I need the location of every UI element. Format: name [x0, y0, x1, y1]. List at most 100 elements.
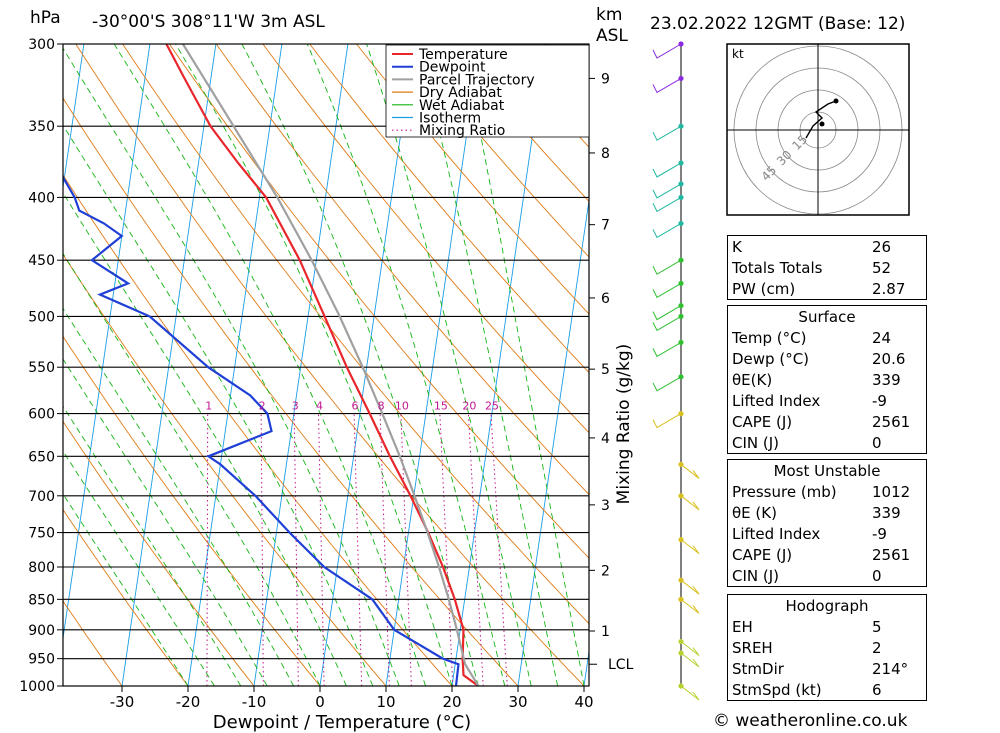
wind-barb	[652, 282, 682, 299]
wind-barb	[652, 259, 682, 275]
temperature-tick-label: -20	[176, 693, 201, 711]
pressure-tick-label: 700	[28, 489, 55, 505]
mixing-ratio-label: 1	[205, 400, 212, 413]
wet-adiabat-line	[63, 47, 400, 686]
wind-barb	[652, 125, 682, 141]
wind-barb	[680, 464, 700, 479]
pressure-tick-label: 300	[28, 37, 55, 53]
surface-row: CAPE (J) 2561	[732, 412, 911, 431]
wind-level-dot	[678, 220, 684, 227]
legend-label: Dewpoint	[419, 60, 486, 76]
wind-barb	[680, 641, 700, 656]
height-tick-label: 2	[601, 563, 610, 579]
temperature-line	[165, 44, 480, 686]
credit-link[interactable]: © weatheronline.co.uk	[713, 711, 908, 731]
datetime-title: 23.02.2022 12GMT (Base: 12)	[650, 14, 905, 34]
mixing-ratio-line	[467, 413, 484, 686]
mixing-ratio-line	[293, 413, 299, 686]
height-tick-label: 3	[601, 498, 610, 514]
mixing-ratio-line	[379, 413, 390, 686]
height-tick-label: 8	[601, 146, 610, 162]
isotherm-line	[253, 44, 349, 686]
most-unstable-table: Most Unstable Pressure (mb) 1012 θE (K) 33…	[727, 459, 927, 587]
dry-adiabat-line	[63, 508, 189, 686]
wet-adiabat-line	[306, 44, 506, 686]
mixing-ratio-label: 15	[434, 400, 448, 413]
location-title: -30°00'S 308°11'W 3m ASL	[92, 12, 325, 32]
surface-title: Surface	[727, 305, 927, 327]
wind-barb	[652, 315, 682, 332]
height-tick-label: 6	[601, 291, 610, 307]
dry-adiabat-line	[63, 174, 453, 686]
background-grid	[0, 44, 589, 686]
wind-barb	[652, 183, 682, 199]
wet-adiabat-line	[175, 44, 453, 686]
isotherm-line	[0, 44, 18, 686]
dry-adiabat-line	[63, 600, 123, 686]
temperature-tick-label: 20	[442, 693, 461, 711]
mixing-ratio-line	[400, 413, 412, 686]
hodo-row: StmDir 214°	[732, 659, 909, 678]
asl-label: ASL	[596, 26, 628, 46]
height-tick-label: 4	[601, 431, 610, 447]
pressure-tick-label: 400	[28, 190, 55, 206]
mu-row: CIN (J) 0	[732, 566, 882, 585]
temperature-tick-label: 0	[315, 693, 325, 711]
mixing-ratio-label: 8	[378, 400, 385, 413]
wind-barb	[652, 341, 682, 358]
wind-barb	[652, 196, 682, 213]
dry-adiabat-line	[356, 44, 589, 315]
height-tick-label: 1	[601, 624, 610, 640]
plot-frame	[62, 43, 590, 687]
parcel-trajectory-line	[181, 44, 480, 686]
hodograph-params-table: Hodograph EH 5 SREH 2 StmDir 214° StmSpd (k…	[727, 594, 927, 701]
height-tick-label: 7	[601, 218, 610, 234]
hodo-row: SREH 2	[732, 638, 882, 657]
wind-barb	[652, 77, 682, 94]
wind-barb	[652, 413, 682, 429]
mixing-ratio-line	[206, 413, 209, 686]
wind-level-dot	[678, 160, 684, 166]
hodograph-end-marker	[833, 98, 839, 104]
mixing-ratio-label: 10	[395, 400, 409, 413]
wet-adiabat-line	[241, 44, 479, 686]
mixing-ratio-line	[439, 413, 454, 686]
mixing-ratio-label: 3	[292, 400, 299, 413]
km-label: km	[596, 5, 622, 25]
mixing-ratio-line	[353, 413, 363, 686]
wind-barb	[680, 579, 700, 595]
wet-adiabat-line	[462, 44, 585, 686]
wet-adiabat-line	[113, 44, 427, 686]
legend-label: Dry Adiabat	[419, 85, 502, 101]
surface-row: CIN (J) 0	[732, 433, 882, 452]
pressure-tick-label: 350	[28, 119, 55, 135]
dry-adiabat-line	[75, 44, 585, 686]
legend-box	[385, 44, 590, 138]
isotherm-line	[121, 44, 217, 686]
isotherm-line	[63, 44, 151, 642]
indices-table: K 26 Totals Totals 52 PW (cm) 2.87	[727, 235, 927, 300]
isotherm-line	[63, 44, 85, 191]
mixing-ratio-line	[318, 413, 325, 686]
wet-adiabat-line	[417, 44, 559, 686]
surface-row: Dewp (°C) 20.6	[732, 349, 906, 368]
legend-label: Wet Adiabat	[419, 98, 505, 114]
mu-row: CAPE (J) 2561	[732, 545, 911, 564]
wind-barb	[652, 43, 682, 59]
isotherm-line	[319, 44, 415, 686]
hodo-row: StmSpd (kt) 6	[732, 680, 882, 699]
wind-barb	[652, 376, 682, 392]
wet-adiabat-line	[63, 307, 294, 686]
wet-adiabat-line	[63, 192, 347, 686]
pressure-tick-label: 850	[28, 592, 55, 608]
height-tick-label: 9	[601, 71, 610, 87]
index-row-totals: Totals Totals 52	[732, 258, 892, 277]
wind-profile	[652, 41, 700, 701]
dry-adiabat-line	[63, 97, 519, 686]
surface-row: θE(K) 339	[732, 370, 901, 389]
index-row-pw: PW (cm) 2.87	[732, 279, 906, 298]
wind-barb	[680, 652, 700, 668]
mixing-ratio-label: 4	[316, 400, 323, 413]
